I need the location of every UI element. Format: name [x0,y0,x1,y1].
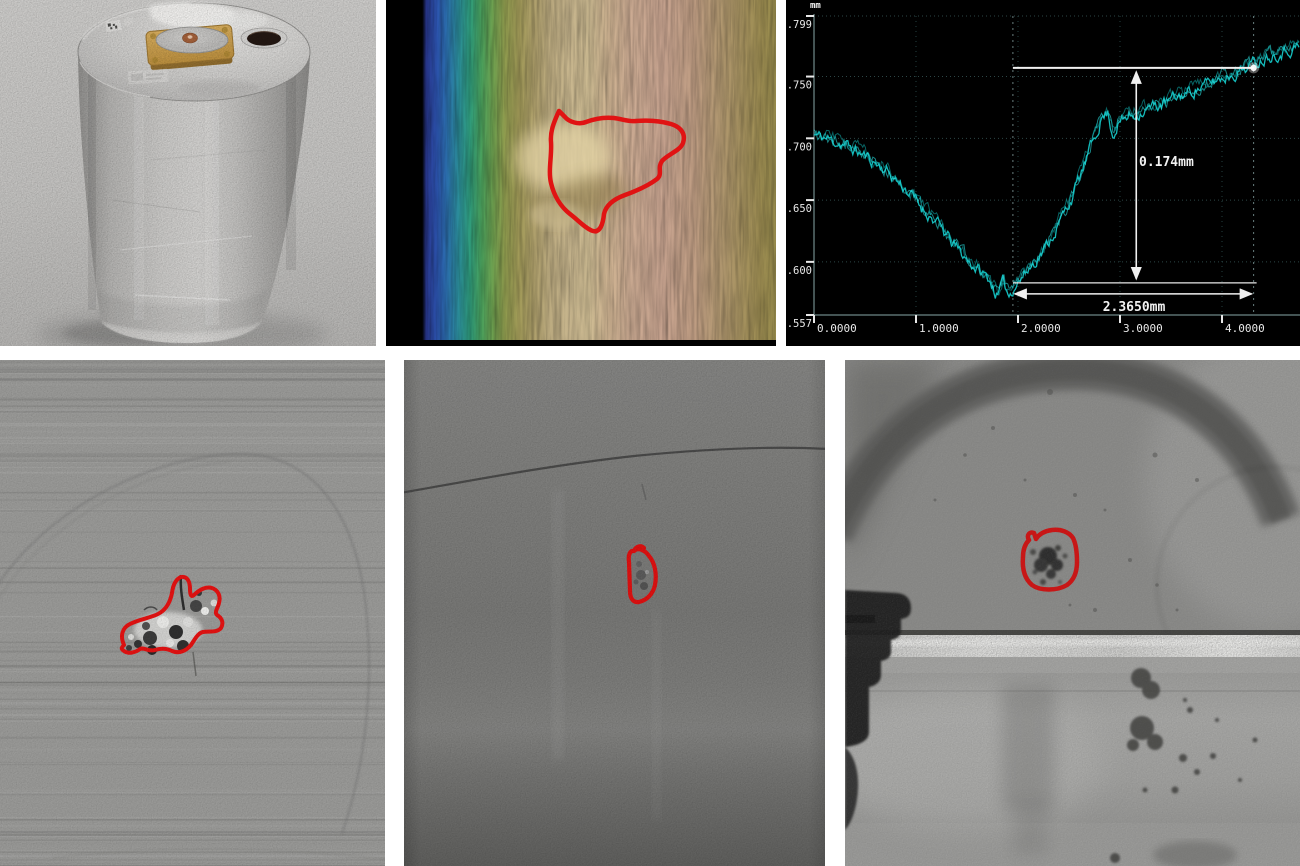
profile-curve [813,39,1300,299]
svg-text:1.0000: 1.0000 [919,322,959,335]
chart-axes [806,14,1300,323]
svg-text:3.700: 3.700 [786,141,812,153]
y-axis-unit-label: mm [810,1,821,11]
svg-text:3.600: 3.600 [786,265,812,277]
panel-canister-photo [0,0,376,346]
panel-grayscale-defect-2 [404,360,825,866]
panel-grayscale-defect-3 [845,360,1300,866]
width-measurement-label: 2.3650mm [1102,300,1166,315]
depth-measurement-label: 0.174mm [1139,155,1194,170]
defect-image-3 [845,360,1300,866]
defect-image-2 [404,360,825,866]
panel-surface-height-map [386,0,776,346]
height-map-image [386,0,776,346]
profile-chart: 3.799 3.750 3.700 3.650 3.600 3.557 0.0000 1.00… [786,14,1300,335]
svg-text:2.0000: 2.0000 [1021,322,1061,335]
svg-text:3.557: 3.557 [786,318,812,330]
svg-text:3.0000: 3.0000 [1123,322,1163,335]
svg-text:0.0000: 0.0000 [817,322,857,335]
canister-photo-image [0,0,376,346]
measurement-annotations [1012,62,1260,300]
svg-text:3.750: 3.750 [786,80,812,92]
panel-depth-profile-chart: 3.799 3.750 3.700 3.650 3.600 3.557 0.0000 1.00… [786,0,1300,346]
svg-text:3.650: 3.650 [786,203,812,215]
panel-grayscale-defect-1 [0,360,385,866]
defect-image-1 [0,360,385,866]
chart-tick-labels: 3.799 3.750 3.700 3.650 3.600 3.557 0.0000 1.00… [786,19,1265,335]
svg-text:4.0000: 4.0000 [1225,322,1265,335]
svg-text:3.799: 3.799 [786,19,812,31]
defect-highlight [516,122,612,194]
defect-outline-annotation [547,108,687,234]
